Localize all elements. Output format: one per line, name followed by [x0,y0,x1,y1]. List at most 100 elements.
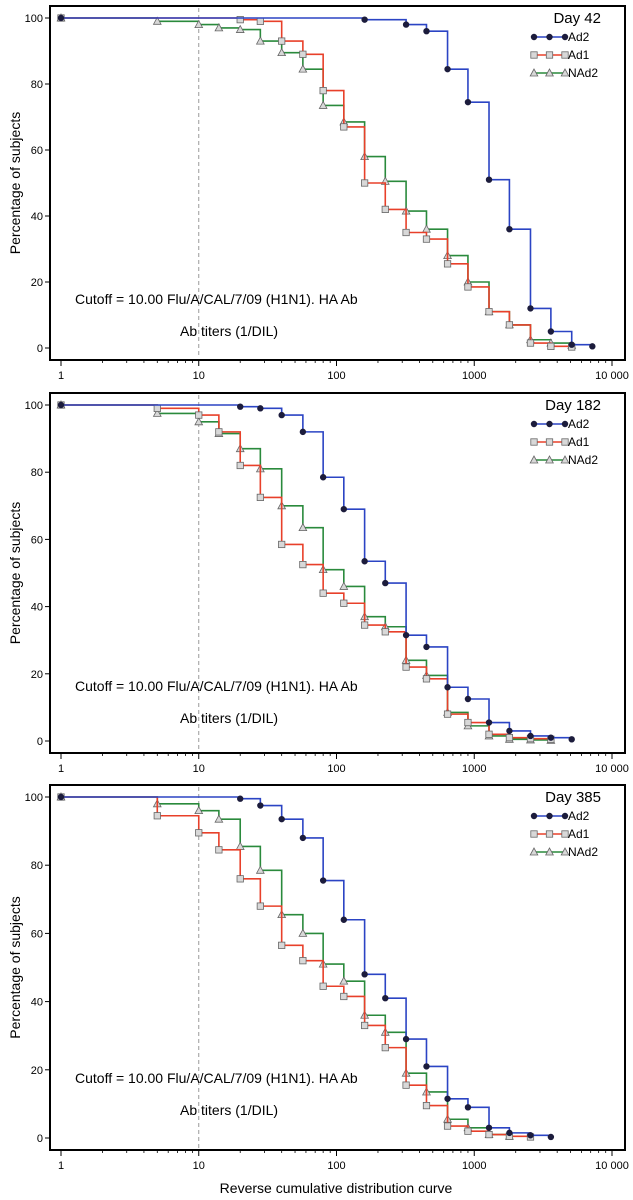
data-point-ad1 [299,957,307,965]
data-point-ad1 [299,50,307,58]
legend-marker [561,830,569,838]
data-point-ad2 [444,1095,451,1102]
legend-marker [545,438,554,446]
data-point-ad1 [236,875,244,883]
chart-title: Day 182 [545,397,601,414]
data-point-ad1 [195,829,203,837]
data-point-ad2 [464,695,472,703]
data-point-ad1 [464,283,472,291]
data-point-ad1 [256,902,264,910]
data-point-nad2 [152,16,162,25]
data-point-ad1 [381,1044,389,1052]
data-point-ad2 [506,1129,513,1137]
data-point-ad2 [382,994,389,1002]
cutoff-annotation: Cutoff = 10.00 Flu/A/CAL/7/09 (H1N1). HA… [75,678,358,694]
data-point-ad1 [485,1130,493,1139]
x-tick-label: 10 000 [595,763,629,775]
data-point-ad2 [278,815,285,823]
legend: Ad2 Ad1 NAd2 [529,30,598,80]
data-point-ad2 [237,795,244,802]
y-axis-label: Percentage of subjects [7,896,23,1038]
y-tick-label: 0 [37,343,43,355]
y-tick-label: 0 [37,1133,43,1145]
y-tick-label: 100 [25,792,43,804]
y-tick-label: 80 [31,79,43,91]
data-point-ad2 [547,1133,555,1141]
data-point-ad1 [340,992,348,1001]
data-point-nad2 [214,814,224,823]
data-point-ad2 [485,176,493,183]
data-point-ad2 [423,643,430,651]
series-ad2 [57,401,575,743]
legend-marker [561,51,569,59]
data-point-ad2 [527,1132,534,1139]
y-tick-label: 100 [25,400,43,412]
legend-marker [561,420,569,428]
data-point-ad2 [237,403,244,410]
legend-label: Ad2 [568,417,590,431]
legend-marker [529,455,539,464]
legend-label: NAd2 [568,845,598,859]
y-tick-label: 80 [31,860,43,872]
data-point-ad1 [381,205,389,213]
data-point-ad1 [526,339,535,347]
x-tick-label: 100 [327,370,345,382]
chart-panel-3: 0 20 40 60 80 100 1 10 100 1000 10 000 Percentage o… [7,784,629,1172]
data-point-nad2 [214,23,224,32]
data-point-ad2 [464,1104,472,1111]
x-tick-label: 10 [193,370,205,382]
data-point-ad2 [423,1063,430,1070]
data-point-ad1 [485,308,493,316]
data-point-ad1 [422,675,431,683]
data-point-ad2 [57,793,65,801]
series-ad1 [57,793,535,1141]
data-point-ad1 [402,1081,410,1089]
y-axis-label: Percentage of subjects [7,112,23,254]
legend-marker [561,812,569,820]
cutoff-annotation: Cutoff = 10.00 Flu/A/CAL/7/09 (H1N1). HA… [75,1070,358,1086]
series-line-ad1 [61,404,552,740]
data-point-ad1 [215,428,223,436]
x-tick-label: 10 000 [595,370,629,382]
series-ad1 [57,14,576,351]
y-tick-label: 40 [31,211,43,223]
data-point-nad2 [194,19,204,29]
x-tick-label: 1000 [462,370,486,382]
data-point-ad1 [422,1102,431,1110]
x-tick-label: 1000 [462,1160,486,1172]
chart-panel-1: 0 20 40 60 80 100 1 10 100 1000 10 000 Percentage o… [7,5,629,382]
legend-marker [545,830,554,838]
data-point-ad2 [444,65,451,73]
data-point-ad1 [319,982,327,990]
data-point-ad1 [443,1122,452,1130]
data-point-ad2 [547,328,555,335]
y-tick-label: 60 [31,928,43,940]
data-point-ad1 [505,734,514,742]
data-point-nad2 [255,36,265,45]
data-point-ad2 [527,305,534,312]
data-point-ad1 [299,561,307,569]
legend-marker [530,33,538,41]
x-tick-label: 1 [58,763,64,775]
legend-marker [546,420,553,428]
data-point-ad1 [361,621,369,629]
data-point-ad2 [527,732,534,740]
data-point-ad2 [568,736,575,743]
legend-marker [545,847,554,856]
data-point-ad1 [256,17,264,25]
data-point-ad1 [422,235,431,243]
legend-marker [530,438,538,446]
data-point-ad1 [215,846,223,854]
legend-marker [530,420,538,428]
data-point-ad1 [402,228,410,237]
data-point-ad1 [236,16,244,24]
data-point-ad2 [506,225,513,233]
data-point-ad2 [257,802,264,809]
data-point-ad1 [381,628,389,636]
y-tick-label: 60 [31,534,43,546]
data-point-nad2 [277,47,287,57]
x-tick-label: 1 [58,1160,64,1172]
y-tick-label: 0 [37,736,43,748]
legend-marker [546,812,553,820]
plot-frame [49,392,626,754]
